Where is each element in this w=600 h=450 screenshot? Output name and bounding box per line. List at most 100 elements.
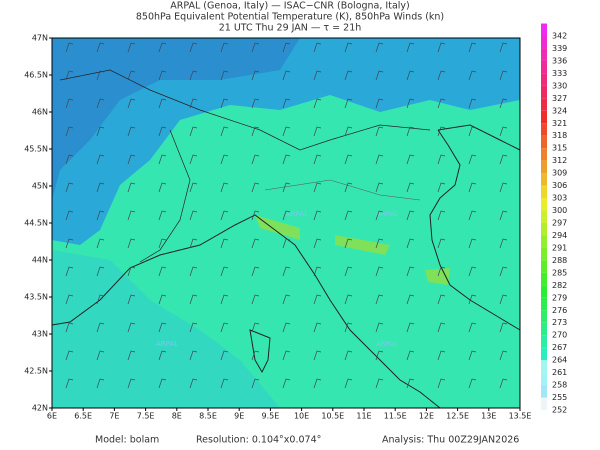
barb xyxy=(282,294,291,305)
barb xyxy=(158,154,167,165)
lon-label: 9E xyxy=(234,412,244,421)
field-cold xyxy=(52,38,520,245)
colorbar-label: 294 xyxy=(552,231,567,240)
barb xyxy=(313,266,322,277)
barb xyxy=(375,266,384,277)
barb xyxy=(437,126,446,137)
barb xyxy=(189,322,198,333)
footer-resolution: Resolution: 0.104°x0.074° xyxy=(196,435,321,446)
lon-label: 8.5E xyxy=(199,412,217,421)
barb xyxy=(127,238,136,249)
colorbar-label: 255 xyxy=(552,393,567,402)
barb xyxy=(468,322,477,333)
barb xyxy=(189,294,198,305)
barb xyxy=(282,126,291,137)
watermark: ARPAL xyxy=(376,210,398,218)
barb xyxy=(96,126,105,137)
lat-label: 46.5N xyxy=(24,71,48,80)
barb xyxy=(189,210,198,221)
barb xyxy=(220,210,229,221)
barb xyxy=(344,294,353,305)
colorbar-swatch xyxy=(541,98,547,111)
colorbar-label: 315 xyxy=(552,144,567,153)
barb xyxy=(220,98,229,109)
colorbar-label: 321 xyxy=(552,119,567,128)
colorbar-swatch xyxy=(541,247,547,261)
barb xyxy=(468,182,477,193)
barb xyxy=(499,378,508,389)
barb xyxy=(220,154,229,165)
colorbar-label: 252 xyxy=(552,406,567,415)
colorbar-label: 327 xyxy=(552,94,567,103)
lat-label: 44.5N xyxy=(24,219,48,228)
colorbar-label: 312 xyxy=(552,156,567,165)
barb xyxy=(282,154,291,165)
barb xyxy=(313,350,322,361)
barb xyxy=(127,210,136,221)
lon-label: 6.5E xyxy=(74,412,92,421)
lat-label: 47N xyxy=(32,34,48,43)
barb xyxy=(282,182,291,193)
barb xyxy=(406,238,415,249)
barb xyxy=(313,126,322,137)
barb xyxy=(96,266,105,277)
field-colder xyxy=(52,38,300,200)
barb xyxy=(65,322,74,333)
barb xyxy=(437,182,446,193)
barb xyxy=(344,126,353,137)
barb xyxy=(220,350,229,361)
colorbar-label: 264 xyxy=(552,356,567,365)
barb xyxy=(499,42,508,53)
coastline xyxy=(51,214,441,409)
barb xyxy=(344,154,353,165)
barb xyxy=(127,126,136,137)
barb xyxy=(251,182,260,193)
barb xyxy=(499,238,508,249)
colorbar-label: 318 xyxy=(552,131,567,140)
barb xyxy=(127,322,136,333)
barb xyxy=(499,350,508,361)
lon-label: 6E xyxy=(47,412,57,421)
barb xyxy=(437,98,446,109)
barb xyxy=(282,350,291,361)
colorbar-label: 330 xyxy=(552,81,567,90)
barb xyxy=(158,322,167,333)
barb xyxy=(127,182,136,193)
barb xyxy=(313,70,322,81)
barb xyxy=(437,210,446,221)
barb xyxy=(220,182,229,193)
border xyxy=(264,179,421,201)
watermark: ARPAL xyxy=(156,340,178,348)
barb xyxy=(344,182,353,193)
barb xyxy=(344,210,353,221)
barb xyxy=(406,42,415,53)
field-warm xyxy=(335,235,390,255)
barb xyxy=(313,98,322,109)
barb xyxy=(375,154,384,165)
colorbar-swatch xyxy=(541,360,547,373)
colorbar-swatch xyxy=(541,198,547,211)
lon-label: 12.5E xyxy=(446,412,469,421)
barb xyxy=(468,350,477,361)
barb xyxy=(127,294,136,305)
barb xyxy=(282,98,291,109)
barb xyxy=(65,70,74,81)
barb xyxy=(499,182,508,193)
barb xyxy=(437,238,446,249)
barb xyxy=(468,126,477,137)
barb xyxy=(189,126,198,137)
barb xyxy=(499,322,508,333)
barb xyxy=(189,70,198,81)
barb xyxy=(406,266,415,277)
colorbar-swatch xyxy=(541,322,547,336)
lon-label: 9.5E xyxy=(262,412,280,421)
barb xyxy=(344,98,353,109)
barb xyxy=(65,98,74,109)
title-line: ARPAL (Genoa, Italy) — ISAC−CNR (Bologna… xyxy=(170,1,410,12)
lat-label: 46N xyxy=(32,108,48,117)
colorbar-swatch xyxy=(541,223,547,236)
barb xyxy=(282,42,291,53)
barb xyxy=(220,70,229,81)
colorbar-label: 258 xyxy=(552,381,567,390)
